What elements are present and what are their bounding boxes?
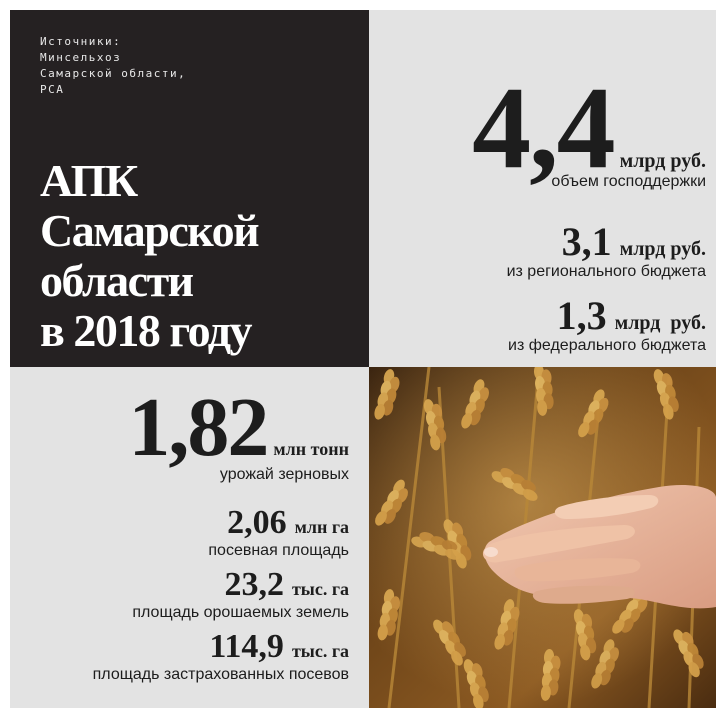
stat-label: объем господдержки [551, 173, 706, 190]
stat-value: 114,9 [209, 628, 284, 665]
stat-label: урожай зерновых [219, 466, 349, 483]
title-line: области [40, 255, 194, 306]
stat-value: 3,1 [561, 219, 612, 264]
stat-insured-crops: 114,9 тыс. га площадь застрахованных пос… [93, 629, 349, 685]
stat-unit: млн тонн [273, 439, 349, 459]
title-line: Самарской [40, 205, 260, 256]
stat-value: 4,4 [472, 62, 615, 193]
stat-unit: тыс. га [291, 579, 349, 599]
stat-unit: млрд руб. [614, 312, 706, 334]
title-line: АПК [40, 155, 138, 206]
title-line: в 2018 году [40, 305, 253, 356]
stat-label: площадь застрахованных посевов [92, 666, 349, 683]
stat-label: посевная площадь [208, 542, 349, 559]
stat-unit: млрд руб. [619, 150, 706, 172]
stat-value: 1,3 [556, 293, 607, 338]
stat-unit: тыс. га [291, 641, 349, 661]
stat-unit: млрд руб. [619, 238, 706, 260]
sources-line: Самарской области, [40, 67, 187, 80]
stat-irrigated-land: 23,2 тыс. га площадь орошаемых земель [132, 567, 349, 623]
stat-unit: млн га [294, 517, 349, 537]
stat-sown-area: 2,06 млн га посевная площадь [208, 505, 349, 561]
title-panel: Источники: Минсельхоз Самарской области,… [10, 10, 369, 367]
stat-label: площадь орошаемых земель [132, 604, 349, 621]
wheat-photo [369, 367, 716, 708]
stat-value: 2,06 [227, 504, 287, 541]
stat-value: 1,82 [128, 381, 269, 474]
stat-value: 23,2 [224, 566, 284, 603]
budget-panel: 4,4 млрд руб. объем господдержки 3,1 млр… [369, 10, 716, 367]
wheat-photo-image [369, 367, 716, 708]
sources-line: Минсельхоз [40, 51, 122, 64]
sources-note: Источники: Минсельхоз Самарской области,… [40, 34, 186, 98]
sources-line: РСА [40, 83, 65, 96]
agri-panel: 1,82 млн тонн урожай зерновых 2,06 млн г… [10, 367, 369, 708]
sources-line: Источники: [40, 35, 122, 48]
main-title: АПК Самарской области в 2018 году [40, 155, 260, 356]
stat-label: из федерального бюджета [508, 337, 706, 354]
stat-label: из регионального бюджета [506, 263, 706, 280]
stat-regional-budget: 3,1 млрд руб. из регионального бюджета [507, 222, 706, 282]
stat-federal-budget: 1,3 млрд руб. из федерального бюджета [508, 296, 706, 356]
stat-grain-harvest: 1,82 млн тонн урожай зерновых [128, 385, 349, 485]
stat-total-support: 4,4 млрд руб. объем господдержки [472, 69, 706, 192]
